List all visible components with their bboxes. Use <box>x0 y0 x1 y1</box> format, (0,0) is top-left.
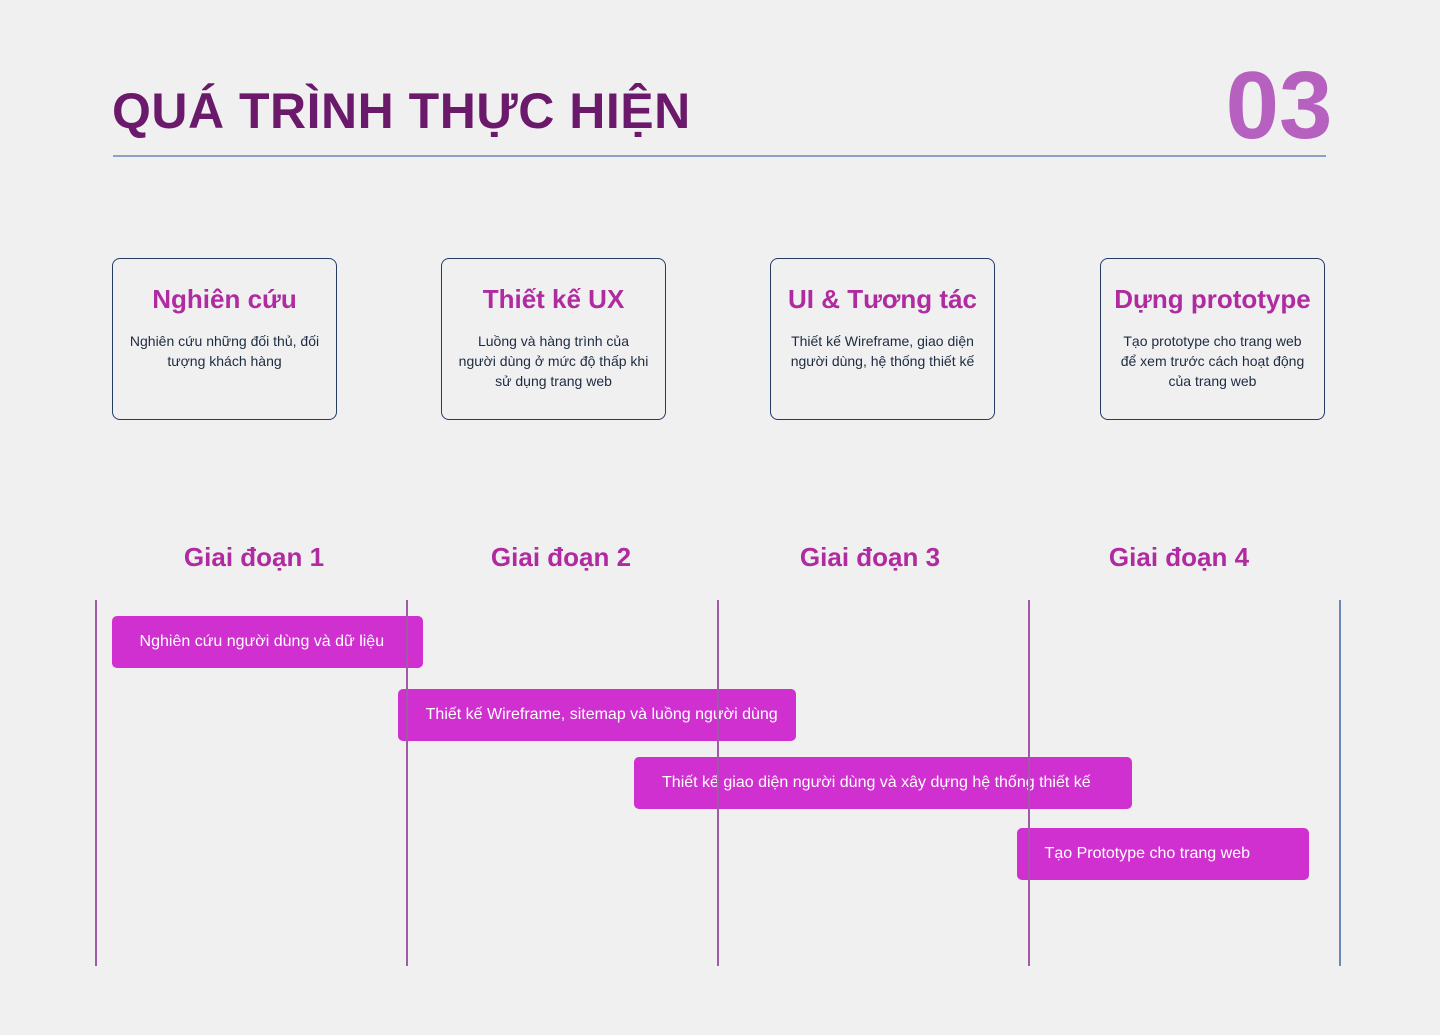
stage-card-ui-interaction: UI & Tương tác Thiết kế Wireframe, giao … <box>770 258 995 420</box>
stage-card-title: Dựng prototype <box>1114 284 1311 314</box>
phase-divider-1 <box>406 600 408 966</box>
header-divider <box>113 155 1326 157</box>
phase-label-2: Giai đoạn 2 <box>490 542 632 572</box>
phase-divider-start <box>95 600 97 966</box>
phase-label-4: Giai đoạn 4 <box>1108 542 1250 572</box>
timeline-task-bar: Thiết kế Wireframe, sitemap và luồng ngư… <box>397 689 796 741</box>
stage-card-prototype: Dựng prototype Tạo prototype cho trang w… <box>1100 258 1325 420</box>
stage-card-description: Thiết kế Wireframe, giao diện người dùng… <box>790 333 975 369</box>
phase-divider-3 <box>1028 600 1030 966</box>
phase-divider-end <box>1339 600 1341 966</box>
stage-card-research: Nghiên cứu Nghiên cứu những đối thủ, đối… <box>112 258 337 420</box>
stage-card-title: UI & Tương tác <box>788 284 977 314</box>
timeline-task-bar: Thiết kế giao diện người dùng và xây dựn… <box>634 757 1132 809</box>
stage-card-description: Nghiên cứu những đối thủ, đối tượng khác… <box>129 333 320 369</box>
section-number: 03 <box>1225 52 1333 159</box>
page-title: QUÁ TRÌNH THỰC HIỆN <box>112 83 691 139</box>
phase-divider-2 <box>717 600 719 966</box>
stage-card-description: Tạo prototype cho trang web để xem trước… <box>1120 333 1305 389</box>
timeline-task-bar: Tạo Prototype cho trang web <box>1016 828 1309 880</box>
stage-card-title: Thiết kế UX <box>482 284 625 314</box>
stage-card-title: Nghiên cứu <box>152 284 297 314</box>
timeline-task-bar: Nghiên cứu người dùng và dữ liệu <box>111 616 423 668</box>
phase-label-1: Giai đoạn 1 <box>183 542 325 572</box>
phase-label-3: Giai đoạn 3 <box>799 542 941 572</box>
stage-card-description: Luồng và hàng trình của người dùng ở mức… <box>458 333 649 389</box>
stage-card-ux-design: Thiết kế UX Luồng và hàng trình của ngườ… <box>441 258 666 420</box>
